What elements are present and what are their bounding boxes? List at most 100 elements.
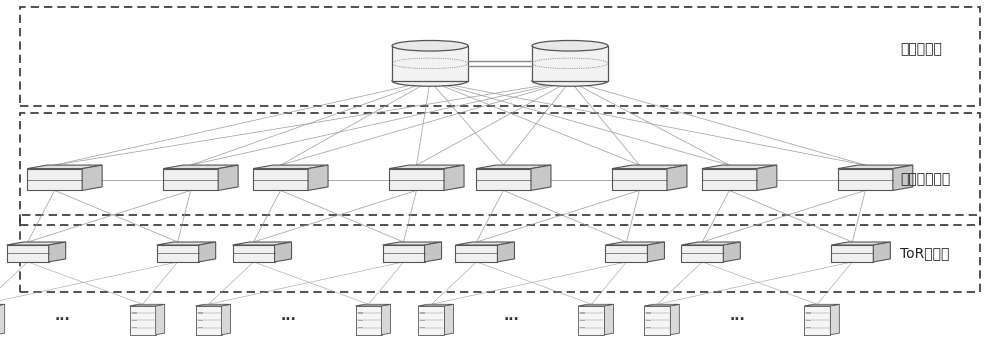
Polygon shape — [476, 169, 531, 190]
Polygon shape — [647, 242, 664, 262]
Polygon shape — [873, 242, 890, 262]
Polygon shape — [198, 327, 203, 328]
Bar — [20, 113, 980, 225]
Polygon shape — [27, 165, 102, 169]
Polygon shape — [444, 165, 464, 190]
Polygon shape — [253, 165, 328, 169]
Text: ToR交换机: ToR交换机 — [900, 246, 949, 260]
Text: 汇聚层交换机: 汇聚层交换机 — [900, 172, 950, 187]
Polygon shape — [646, 320, 651, 321]
Polygon shape — [646, 327, 651, 328]
Polygon shape — [831, 242, 890, 245]
Polygon shape — [702, 165, 777, 169]
Polygon shape — [308, 165, 328, 190]
Polygon shape — [420, 327, 425, 328]
Polygon shape — [389, 165, 464, 169]
Polygon shape — [455, 242, 514, 245]
Text: ···: ··· — [729, 313, 745, 327]
Polygon shape — [531, 165, 551, 190]
Polygon shape — [0, 304, 5, 335]
Polygon shape — [806, 313, 811, 314]
Polygon shape — [132, 313, 137, 314]
Polygon shape — [681, 242, 740, 245]
Polygon shape — [383, 242, 442, 245]
Polygon shape — [222, 304, 231, 335]
Polygon shape — [681, 245, 723, 262]
Polygon shape — [157, 242, 216, 245]
Polygon shape — [275, 242, 292, 262]
Polygon shape — [838, 169, 893, 190]
Polygon shape — [420, 313, 425, 314]
Ellipse shape — [532, 76, 608, 86]
Polygon shape — [418, 304, 453, 306]
Polygon shape — [0, 304, 5, 306]
Polygon shape — [476, 165, 551, 169]
Text: ···: ··· — [55, 313, 71, 327]
Polygon shape — [418, 306, 444, 335]
Polygon shape — [806, 320, 811, 321]
Polygon shape — [49, 242, 66, 262]
Polygon shape — [670, 304, 679, 335]
Polygon shape — [132, 327, 137, 328]
Polygon shape — [27, 169, 82, 190]
Polygon shape — [132, 320, 137, 321]
Polygon shape — [356, 304, 391, 306]
Polygon shape — [163, 169, 218, 190]
Polygon shape — [130, 306, 156, 335]
Polygon shape — [392, 46, 468, 81]
Polygon shape — [163, 165, 238, 169]
Polygon shape — [7, 242, 66, 245]
Polygon shape — [644, 304, 679, 306]
Polygon shape — [356, 306, 382, 335]
Polygon shape — [804, 306, 830, 335]
Polygon shape — [580, 313, 585, 314]
Polygon shape — [605, 245, 647, 262]
Polygon shape — [578, 304, 613, 306]
Polygon shape — [358, 320, 363, 321]
Polygon shape — [532, 46, 608, 81]
Polygon shape — [218, 165, 238, 190]
Polygon shape — [831, 245, 873, 262]
Polygon shape — [644, 306, 670, 335]
Polygon shape — [804, 304, 839, 306]
Polygon shape — [455, 245, 497, 262]
Polygon shape — [198, 320, 203, 321]
Polygon shape — [130, 304, 165, 306]
Polygon shape — [604, 304, 613, 335]
Polygon shape — [838, 165, 913, 169]
Polygon shape — [7, 245, 49, 262]
Polygon shape — [196, 304, 231, 306]
Polygon shape — [82, 165, 102, 190]
Polygon shape — [497, 242, 514, 262]
Text: 核心交换机: 核心交换机 — [900, 42, 942, 56]
Polygon shape — [382, 304, 391, 335]
Polygon shape — [893, 165, 913, 190]
Polygon shape — [233, 245, 275, 262]
Polygon shape — [806, 327, 811, 328]
Text: ···: ··· — [504, 313, 519, 327]
Polygon shape — [444, 304, 453, 335]
Polygon shape — [199, 242, 216, 262]
Bar — [20, 7, 980, 106]
Polygon shape — [830, 304, 839, 335]
Polygon shape — [612, 165, 687, 169]
Polygon shape — [156, 304, 165, 335]
Polygon shape — [233, 242, 292, 245]
Ellipse shape — [392, 76, 468, 86]
Polygon shape — [253, 169, 308, 190]
Polygon shape — [612, 169, 667, 190]
Polygon shape — [198, 313, 203, 314]
Polygon shape — [667, 165, 687, 190]
Polygon shape — [420, 320, 425, 321]
Ellipse shape — [532, 40, 608, 51]
Polygon shape — [157, 245, 199, 262]
Polygon shape — [646, 313, 651, 314]
Polygon shape — [723, 242, 740, 262]
Ellipse shape — [392, 40, 468, 51]
Polygon shape — [580, 320, 585, 321]
Polygon shape — [580, 327, 585, 328]
Polygon shape — [389, 169, 444, 190]
Polygon shape — [425, 242, 442, 262]
Polygon shape — [757, 165, 777, 190]
Polygon shape — [383, 245, 425, 262]
